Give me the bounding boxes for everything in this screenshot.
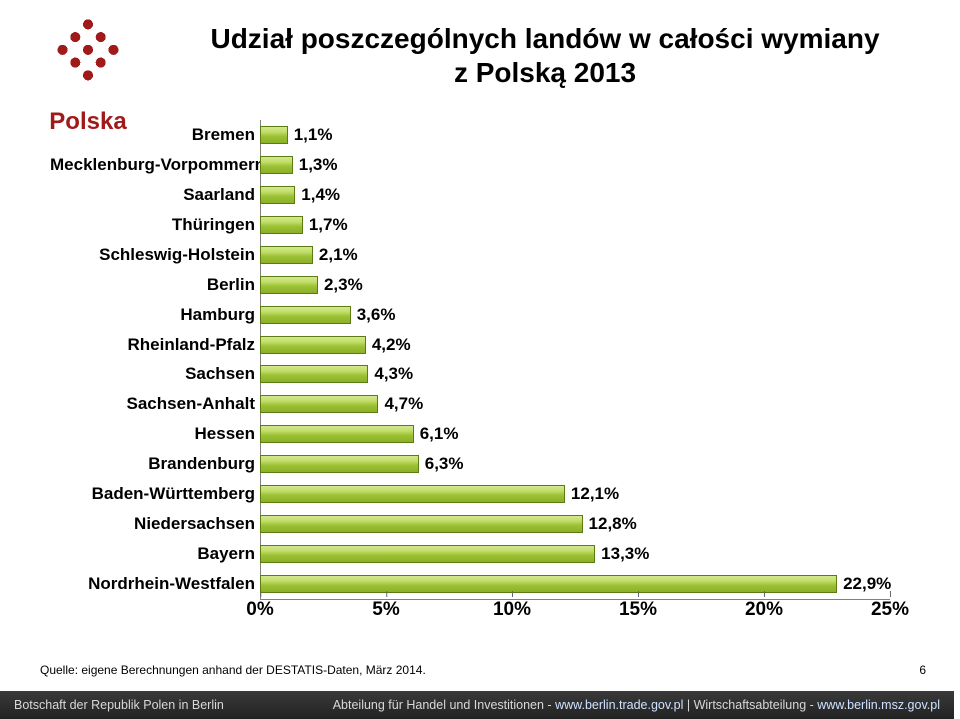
y-axis-labels: Bremen Mecklenburg-Vorpommern Saarland Thür…: [50, 120, 255, 599]
bar-value-label: 2,3%: [324, 276, 363, 293]
bar-value-label: 1,3%: [299, 156, 338, 173]
slide-title-block: Udział poszczególnych landów w całości w…: [170, 22, 920, 89]
bar: [260, 365, 368, 383]
bar-value-label: 6,3%: [425, 455, 464, 472]
y-axis-category: Brandenburg: [50, 455, 255, 472]
slide-title-line2: z Polską 2013: [170, 56, 920, 90]
bar-value-label: 1,1%: [294, 126, 333, 143]
bar-value-label: 1,7%: [309, 216, 348, 233]
bar: [260, 276, 318, 294]
y-axis-category: Mecklenburg-Vorpommern: [50, 156, 255, 173]
bar: [260, 216, 303, 234]
bar-value-label: 4,3%: [374, 365, 413, 382]
bar: [260, 425, 414, 443]
footer-right-link2: www.berlin.msz.gov.pl: [817, 698, 940, 712]
bar: [260, 156, 293, 174]
bar-value-label: 3,6%: [357, 306, 396, 323]
y-axis-category: Rheinland-Pfalz: [50, 336, 255, 353]
bar: [260, 395, 378, 413]
bar-value-label: 12,8%: [589, 515, 637, 532]
y-axis-category: Schleswig-Holstein: [50, 246, 255, 263]
bar-value-label: 4,2%: [372, 336, 411, 353]
bar-value-label: 1,4%: [301, 186, 340, 203]
bar: [260, 186, 295, 204]
footer-right-label1: Abteilung für Handel und Investitionen -: [333, 698, 552, 712]
bar: [260, 126, 288, 144]
x-axis-tick: 5%: [372, 599, 399, 621]
bar-value-label: 2,1%: [319, 246, 358, 263]
x-axis-tick: 0%: [246, 599, 273, 621]
x-axis-tick: 15%: [619, 599, 657, 621]
footer-left: Botschaft der Republik Polen in Berlin: [14, 698, 224, 712]
bar: [260, 455, 419, 473]
bar: [260, 485, 565, 503]
y-axis-category: Niedersachsen: [50, 515, 255, 532]
bar: [260, 246, 313, 264]
footer-right-label2: | Wirtschaftsabteilung -: [687, 698, 817, 712]
bar-value-label: 13,3%: [601, 545, 649, 562]
bar-value-label: 4,7%: [384, 395, 423, 412]
footer-right: Abteilung für Handel und Investitionen -…: [333, 698, 940, 712]
slide-title-line1: Udział poszczególnych landów w całości w…: [170, 22, 920, 56]
x-axis-tick: 20%: [745, 599, 783, 621]
x-axis-tick: 25%: [871, 599, 909, 621]
footer-right-link1: www.berlin.trade.gov.pl: [555, 698, 683, 712]
polska-logo-mark: [31, 7, 144, 120]
x-axis-ticks: 0%5%10%15%20%25%: [260, 599, 890, 639]
y-axis-category: Berlin: [50, 276, 255, 293]
bar-value-label: 6,1%: [420, 425, 459, 442]
bar: [260, 336, 366, 354]
y-axis-category: Sachsen: [50, 365, 255, 382]
y-axis-category: Bayern: [50, 545, 255, 562]
bar-value-label: 12,1%: [571, 485, 619, 502]
bar: [260, 306, 351, 324]
y-axis-category: Saarland: [50, 186, 255, 203]
plot-area: 1,1% 1,3% 1,4% 1,7% 2,1% 2,3% 3,6% 4,2% 4,3% 4,7%…: [260, 120, 890, 599]
y-axis-category: Thüringen: [50, 216, 255, 233]
y-axis-category: Baden-Württemberg: [50, 485, 255, 502]
y-axis-category: Nordrhein-Westfalen: [50, 575, 255, 592]
y-axis-category: Bremen: [50, 126, 255, 143]
page-number: 6: [919, 663, 926, 677]
bar-value-label: 22,9%: [843, 575, 891, 592]
y-axis-category: Hamburg: [50, 306, 255, 323]
footer-bar: Botschaft der Republik Polen in Berlin A…: [0, 691, 954, 719]
x-axis-tick: 10%: [493, 599, 531, 621]
source-note: Quelle: eigene Berechnungen anhand der D…: [40, 663, 426, 677]
bar: [260, 545, 595, 563]
bar: [260, 515, 583, 533]
bar-chart: Bremen Mecklenburg-Vorpommern Saarland Thür…: [50, 120, 920, 639]
y-axis-category: Sachsen-Anhalt: [50, 395, 255, 412]
bar: [260, 575, 837, 593]
y-axis-category: Hessen: [50, 425, 255, 442]
